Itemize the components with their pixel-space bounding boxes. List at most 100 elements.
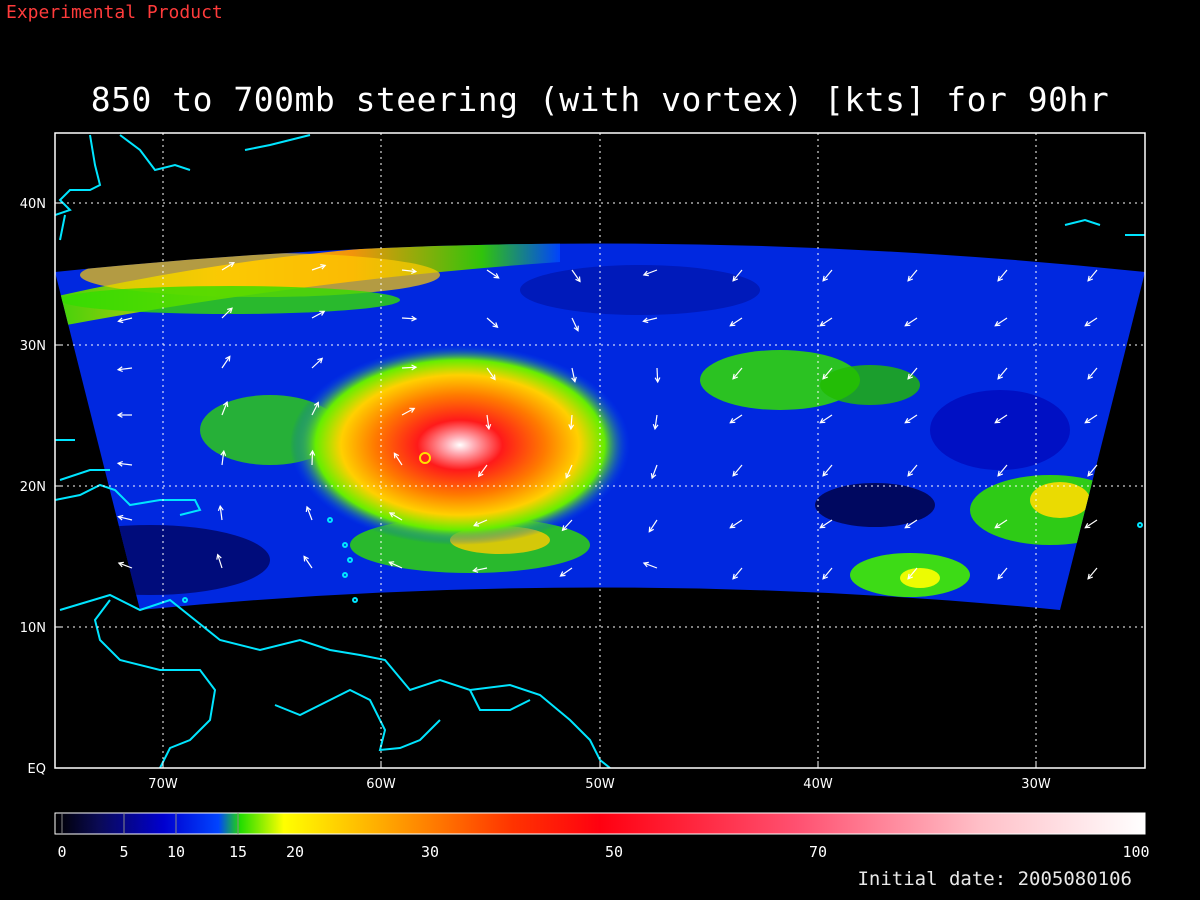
steering-arrowhead [907,470,914,477]
steering-arrowhead [822,573,829,580]
colorbar-tick-label: 20 [285,843,305,861]
steering-arrowhead [729,523,736,529]
steering-arrow [904,519,918,529]
steering-arrowhead [117,514,124,521]
steering-arrow [217,554,223,569]
steering-arrowhead [305,505,312,512]
steering-arrowhead [907,275,914,282]
steering-arrowhead [477,471,484,478]
steering-arrowhead [303,555,309,562]
steering-arrow [478,464,488,477]
steering-arrow [565,464,573,479]
steering-arrowhead [819,321,826,327]
steering-arrow [219,506,223,521]
steering-arrowhead [227,307,233,314]
steering-arrowhead [216,553,222,560]
steering-arrow [562,519,573,531]
steering-arrowhead [654,377,661,384]
lat-lon-grid [55,133,1145,768]
steering-arrow [1087,567,1098,580]
steering-arrowhead [732,373,739,380]
steering-arrow [822,367,833,380]
steering-arrow [643,317,658,322]
steering-arrow [643,562,658,569]
steering-arrow [729,317,743,327]
steering-arrow [570,414,573,430]
lon-label: 60W [366,777,396,792]
steering-arrow [389,561,403,569]
steering-arrow [571,367,576,382]
steering-arrowhead [220,449,227,457]
steering-arrowhead [732,470,739,477]
steering-arrowhead [472,567,479,573]
steering-arrowhead [411,364,418,371]
steering-arrow [819,317,833,327]
steering-arrowhead [732,573,739,580]
colorbar-ticks [61,813,239,834]
wind-speed-field [55,243,1145,610]
lon-label: 30W [1021,777,1051,792]
steering-arrow [311,310,325,319]
steering-arrow [118,367,133,371]
steering-arrow [732,464,743,477]
steering-arrowhead [650,473,657,480]
lat-label: 30N [20,339,46,354]
steering-arrowhead [907,373,914,380]
steering-arrowhead [222,400,229,407]
lon-label: 40W [803,777,833,792]
steering-arrow [118,516,133,521]
steering-arrowhead [1084,418,1091,424]
steering-arrow [904,317,918,327]
steering-arrow [118,317,133,322]
steering-arrow [486,269,499,279]
steering-arrowhead [997,275,1004,282]
steering-arrow [560,567,573,577]
colorbar-tick-label: 100 [1122,843,1150,861]
steering-arrow [571,269,581,282]
steering-arrow [1087,464,1098,477]
steering-arrowhead [561,525,568,532]
initial-date: Initial date: 2005080106 [857,868,1132,890]
steering-arrowhead [317,357,324,364]
steering-arrow [401,269,416,273]
steering-arrowhead [411,315,418,322]
steering-arrow [907,269,918,282]
steering-arrow [904,414,918,424]
steering-arrow [311,402,319,416]
steering-arrow [822,269,833,282]
steering-arrow [654,414,658,429]
steering-arrow [907,567,918,580]
steering-arrows [116,262,1098,580]
steering-arrowhead [652,423,659,431]
steering-arrowhead [822,470,829,477]
coastlines [55,134,1145,768]
steering-arrow [401,407,415,416]
colorbar-tick-label: 5 [119,843,129,861]
steering-arrow [118,462,133,466]
steering-arrow [994,317,1008,327]
steering-arrow [643,269,658,276]
steering-arrow [1087,367,1098,380]
steering-arrowhead [642,561,649,568]
steering-arrow [907,367,918,380]
steering-arrowhead [904,321,911,327]
steering-arrowhead [1087,470,1094,477]
steering-arrowhead [575,276,581,283]
steering-arrow [997,269,1008,282]
steering-arrow [819,414,833,424]
steering-arrow [401,366,417,369]
lat-label: EQ [28,762,46,777]
steering-arrowhead [648,526,654,533]
steering-arrow [1084,317,1098,327]
lat-label: 20N [20,480,46,495]
steering-arrowhead [320,264,327,270]
steering-arrow [1084,414,1098,424]
steering-arrow [401,317,417,320]
steering-arrowhead [997,573,1004,580]
steering-arrow [486,414,490,429]
steering-arrow [1084,519,1098,529]
steering-arrowhead [1084,321,1091,327]
steering-arrowhead [1084,523,1091,529]
steering-arrow [994,414,1008,424]
steering-arrowhead [994,523,1001,529]
